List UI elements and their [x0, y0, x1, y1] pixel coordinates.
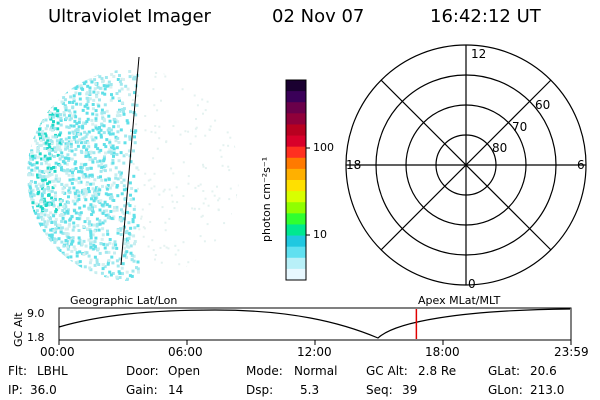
mlt-label-12: 12 — [471, 47, 487, 61]
colorbar-segment — [286, 113, 306, 125]
colorbar-segment — [286, 191, 306, 203]
x-tick-1800: 18:00 — [425, 345, 460, 359]
colorbar-segment — [286, 213, 306, 225]
colorbar-segment — [286, 257, 306, 270]
gcalt-label: GC Alt: — [366, 364, 408, 378]
lat-label-80: 80 — [492, 141, 508, 155]
gcalt-value: 2.8 Re — [418, 364, 457, 378]
time-label: 16:42:12 UT — [430, 6, 541, 27]
ip-label: IP: — [8, 383, 23, 397]
door-label: Door: — [126, 364, 159, 378]
mode-value: Normal — [294, 364, 338, 378]
colorbar-tick-10: 10 — [313, 228, 327, 241]
door-value: Open — [168, 364, 201, 378]
filter-label: Flt: — [8, 364, 27, 378]
x-tick-2359: 23:59 — [554, 345, 589, 359]
x-tick-1200: 12:00 — [297, 345, 332, 359]
geographic-label: Geographic Lat/Lon — [70, 294, 178, 307]
colorbar-segment — [286, 235, 306, 248]
x-tick-0000: 00:00 — [40, 345, 75, 359]
mlt-label-0: 0 — [468, 277, 476, 291]
colorbar-segment — [286, 91, 306, 103]
colorbar-segment — [286, 157, 306, 170]
colorbar-segment — [286, 224, 306, 237]
colorbar-segment — [286, 102, 306, 114]
glon-label: GLon: — [488, 383, 523, 397]
gain-label: Gain: — [126, 383, 158, 397]
mlt-label-6: 6 — [577, 158, 585, 172]
colorbar-segment — [286, 80, 306, 92]
seq-label: Seq: — [366, 383, 393, 397]
altitude-curve — [58, 308, 571, 339]
seq-value: 39 — [402, 383, 418, 397]
instrument-title: Ultraviolet Imager — [48, 6, 211, 27]
ip-value: 36.0 — [30, 383, 57, 397]
y-min-label: 1.8 — [27, 331, 45, 344]
colorbar-segment — [286, 168, 306, 181]
date-label: 02 Nov 07 — [272, 6, 365, 27]
colorbar-segment — [286, 124, 306, 137]
glat-label: GLat: — [488, 364, 521, 378]
mode-label: Mode: — [246, 364, 283, 378]
glon-value: 213.0 — [530, 383, 565, 397]
colorbar-segment — [286, 146, 306, 159]
y-max-label: 9.0 — [27, 307, 45, 320]
filter-value: LBHL — [37, 364, 68, 378]
colorbar-segment — [286, 135, 306, 148]
x-tick-0600: 06:00 — [168, 345, 203, 359]
colorbar-segment — [286, 202, 306, 214]
colorbar-tick-100: 100 — [313, 141, 334, 154]
colorbar-segment — [286, 180, 306, 192]
apex-label: Apex MLat/MLT — [418, 294, 501, 307]
terminator-line — [120, 56, 140, 266]
lat-label-70: 70 — [512, 120, 528, 134]
glat-value: 20.6 — [530, 364, 557, 378]
lat-label-60: 60 — [535, 98, 551, 112]
dsp-value: 5.3 — [300, 383, 320, 397]
mlt-label-18: 18 — [346, 158, 362, 172]
gain-value: 14 — [168, 383, 184, 397]
colorbar-segment — [286, 246, 306, 259]
colorbar-segment — [286, 268, 306, 281]
dsp-label: Dsp: — [246, 383, 274, 397]
